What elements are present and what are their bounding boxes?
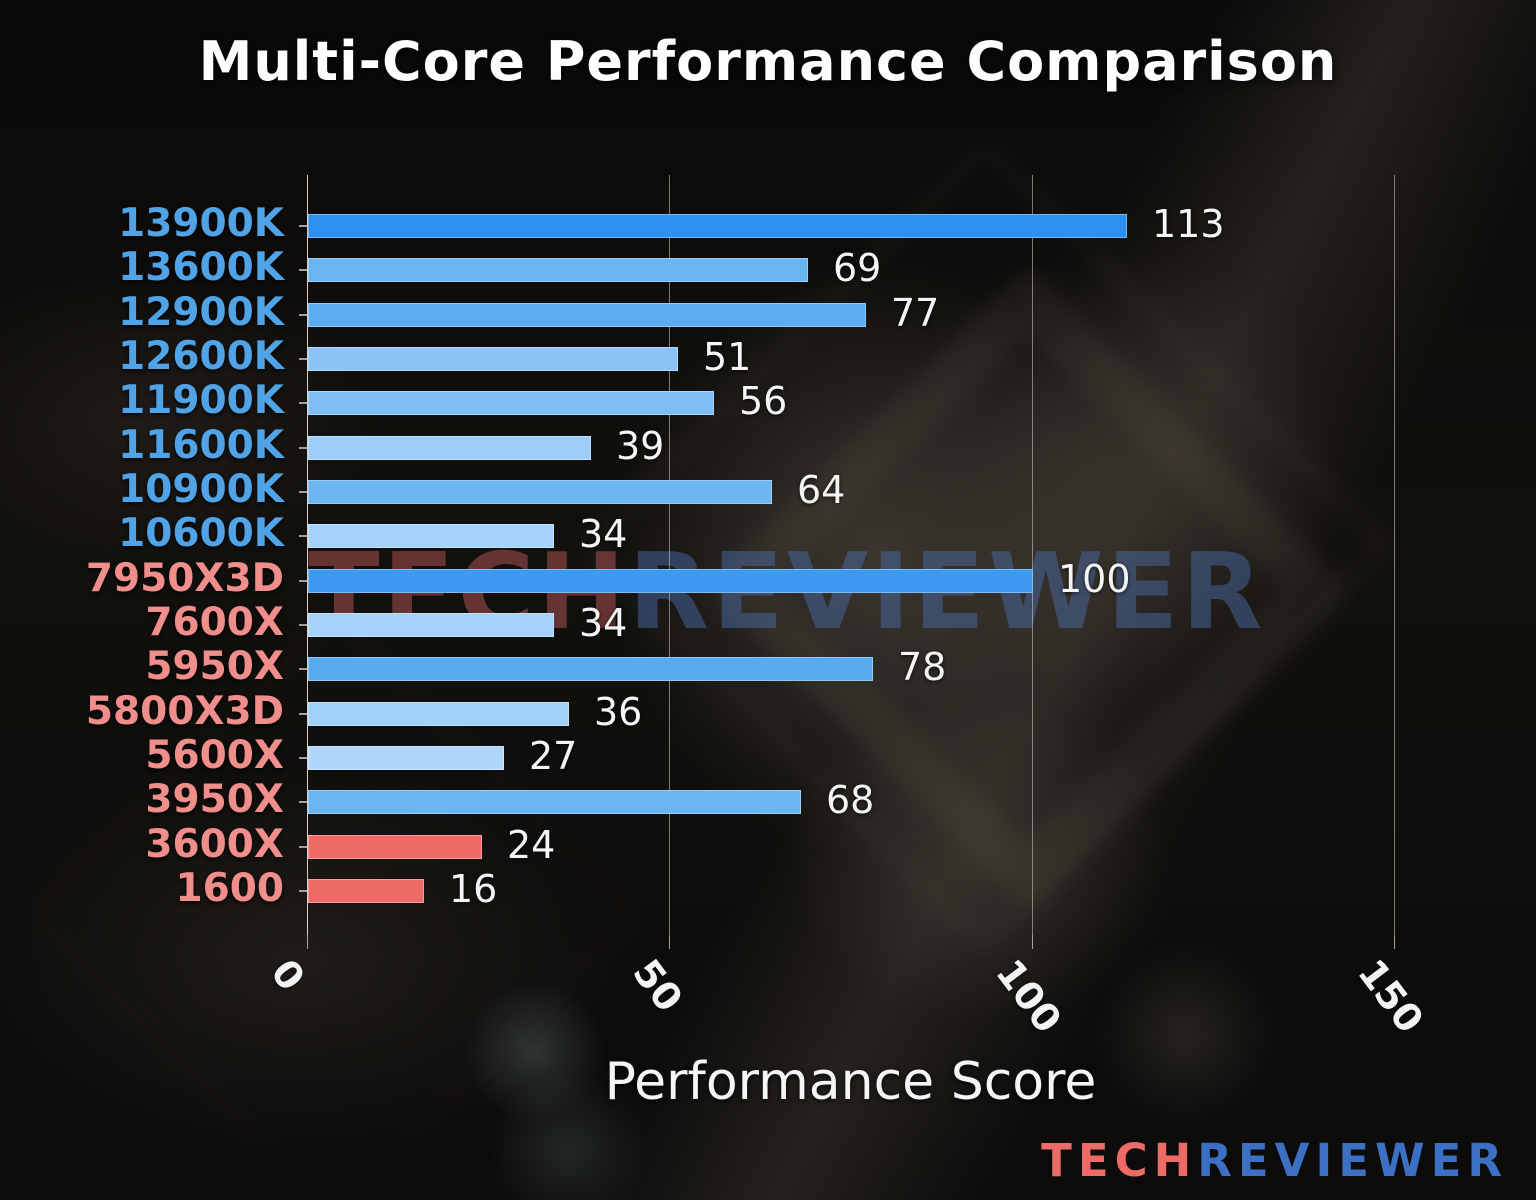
chart-title: Multi-Core Performance Comparison xyxy=(198,30,1338,93)
bar-11600K xyxy=(308,435,591,460)
bar-5950X xyxy=(308,657,873,682)
value-label-12900K: 77 xyxy=(891,290,940,335)
bar-1600 xyxy=(308,878,424,903)
category-label-12900K: 12900K xyxy=(118,289,284,335)
category-label-11600K: 11600K xyxy=(118,422,284,468)
brand-logo-tech: TECH xyxy=(1041,1134,1198,1187)
x-tick-0 xyxy=(307,935,308,949)
y-tick-12600K xyxy=(299,357,307,360)
y-tick-7950X3D xyxy=(299,579,307,582)
value-label-7600X: 34 xyxy=(579,600,628,645)
value-label-11900K: 56 xyxy=(739,379,788,424)
y-tick-11600K xyxy=(299,446,307,449)
category-label-5800X3D: 5800X3D xyxy=(85,688,284,734)
category-label-13600K: 13600K xyxy=(118,245,284,291)
category-label-3950X: 3950X xyxy=(145,777,284,823)
value-label-10600K: 34 xyxy=(579,512,628,557)
x-tick-50 xyxy=(669,935,670,949)
value-label-5950X: 78 xyxy=(898,645,947,690)
brand-logo: TECHREVIEWER xyxy=(1041,1136,1508,1186)
value-label-12600K: 51 xyxy=(703,334,752,379)
bar-10900K xyxy=(308,479,772,504)
gridline-100 xyxy=(1032,175,1033,935)
y-tick-1600 xyxy=(299,889,307,892)
y-tick-12900K xyxy=(299,313,307,316)
category-label-13900K: 13900K xyxy=(118,201,284,246)
plot-area: 0 50 100 150 113 69 77 51 56 39 64 34 100 34 78 36 27 68 2… xyxy=(262,175,1500,1041)
bar-12900K xyxy=(308,302,866,327)
bar-3600X xyxy=(308,834,482,859)
value-label-10900K: 64 xyxy=(797,467,846,512)
gridline-50 xyxy=(669,175,670,935)
y-axis-labels: 13900K 13600K 12900K 12600K 11900K 11600K 1090… xyxy=(0,175,296,935)
value-label-13600K: 69 xyxy=(833,246,882,291)
y-tick-10900K xyxy=(299,490,307,493)
y-tick-11900K xyxy=(299,402,307,405)
value-label-5800X3D: 36 xyxy=(594,689,643,734)
y-tick-5600X xyxy=(299,756,307,759)
gridline-150 xyxy=(1394,175,1395,935)
x-tick-100 xyxy=(1032,935,1033,949)
value-label-3950X: 68 xyxy=(826,778,875,823)
y-tick-10600K xyxy=(299,535,307,538)
bar-10600K xyxy=(308,524,554,549)
x-tick-150 xyxy=(1394,935,1395,949)
bar-13900K xyxy=(308,214,1127,238)
category-label-10900K: 10900K xyxy=(118,466,284,512)
bar-7600X xyxy=(308,612,554,637)
value-label-5600X: 27 xyxy=(529,733,578,778)
x-axis-title: Performance Score xyxy=(604,1052,1097,1112)
category-label-11900K: 11900K xyxy=(118,378,284,424)
category-label-12600K: 12600K xyxy=(118,333,284,379)
value-label-7950X3D: 100 xyxy=(1058,556,1131,601)
category-label-1600: 1600 xyxy=(175,865,284,911)
value-label-11600K: 39 xyxy=(616,423,665,468)
y-tick-5950X xyxy=(299,668,307,671)
y-axis-line xyxy=(307,175,308,935)
bar-13600K xyxy=(308,258,808,283)
y-tick-7600X xyxy=(299,623,307,626)
category-label-7600X: 7600X xyxy=(145,599,284,645)
bar-12600K xyxy=(308,346,678,371)
y-tick-5800X3D xyxy=(299,712,307,715)
category-label-7950X3D: 7950X3D xyxy=(85,555,284,601)
category-label-5950X: 5950X xyxy=(145,644,284,690)
y-tick-3950X xyxy=(299,801,307,804)
bar-5800X3D xyxy=(308,701,569,726)
bar-5600X xyxy=(308,745,504,770)
bar-7950X3D xyxy=(308,568,1033,593)
value-label-13900K: 113 xyxy=(1152,202,1225,246)
category-label-10600K: 10600K xyxy=(118,511,284,557)
bar-11900K xyxy=(308,391,714,416)
bar-3950X xyxy=(308,790,801,815)
value-label-1600: 16 xyxy=(449,866,498,911)
category-label-5600X: 5600X xyxy=(145,732,284,778)
category-label-3600X: 3600X xyxy=(145,821,284,867)
brand-logo-reviewer: REVIEWER xyxy=(1197,1134,1508,1187)
y-tick-13900K xyxy=(299,225,307,227)
y-tick-3600X xyxy=(299,845,307,848)
value-label-3600X: 24 xyxy=(507,822,556,867)
y-tick-13600K xyxy=(299,269,307,272)
